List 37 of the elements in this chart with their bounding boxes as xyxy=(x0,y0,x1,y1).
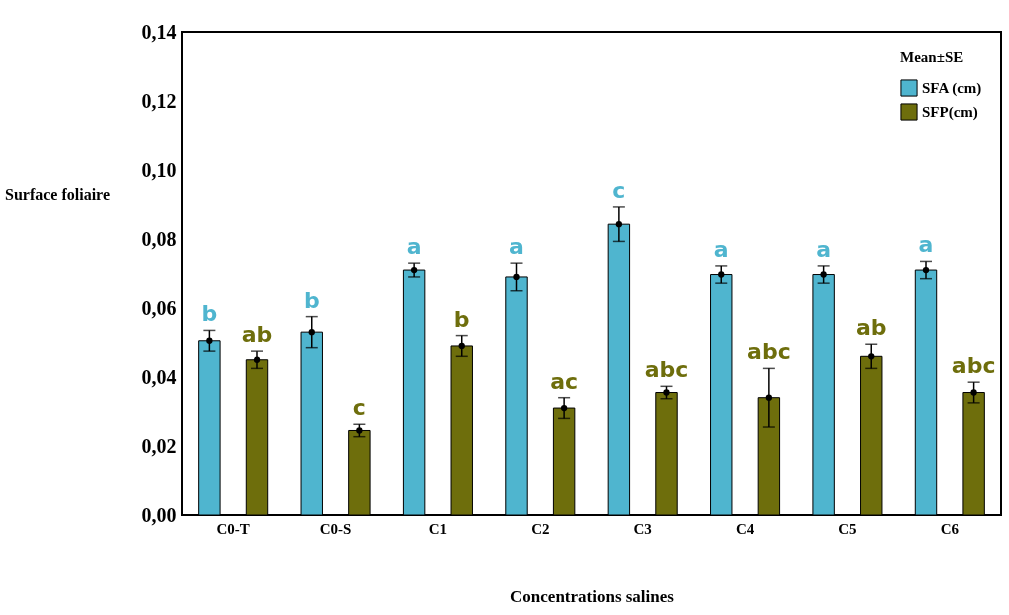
y-tick-label: 0,02 xyxy=(141,434,177,457)
data-label: a xyxy=(713,236,729,262)
data-label: c xyxy=(352,395,366,421)
x-tick-label: C5 xyxy=(838,520,857,537)
x-axis-title: Concentrations salines xyxy=(510,586,675,606)
data-label: b xyxy=(201,301,218,327)
y-tick-label: 0,14 xyxy=(141,20,177,43)
x-tick-label: C6 xyxy=(940,520,960,537)
x-tick-label: C2 xyxy=(531,520,550,537)
x-tick-label: C3 xyxy=(633,520,652,537)
legend-title: Mean±SE xyxy=(900,49,964,65)
y-tick-label: 0,08 xyxy=(141,227,177,250)
data-label: a xyxy=(509,234,524,260)
x-tick-label: C0-S xyxy=(319,520,352,537)
x-tick-label: C1 xyxy=(428,520,448,537)
x-tick-label: C4 xyxy=(735,520,755,537)
data-label: c xyxy=(612,177,626,203)
legend-label: SFA (cm) xyxy=(922,80,982,97)
data-label: a xyxy=(406,234,422,260)
data-label: ab xyxy=(855,315,887,341)
data-label: abc xyxy=(644,357,689,383)
y-tick-label: 0,04 xyxy=(141,365,177,388)
data-label: b xyxy=(303,287,320,313)
data-label: ac xyxy=(550,368,579,394)
y-tick-label: 0,10 xyxy=(141,158,177,181)
x-tick-label: C0-T xyxy=(216,520,250,537)
data-label: abc xyxy=(747,339,791,365)
legend-label: SFP(cm) xyxy=(922,104,978,121)
data-label: a xyxy=(816,236,832,262)
data-label: abc xyxy=(951,353,996,379)
data-label: ab xyxy=(241,322,273,348)
y-tick-label: 0,12 xyxy=(141,89,177,112)
y-tick-label: 0,06 xyxy=(141,296,177,319)
y-axis-title: Surface foliaire xyxy=(4,185,111,203)
data-label: b xyxy=(453,306,470,332)
data-label: a xyxy=(918,232,934,258)
y-tick-label: 0,00 xyxy=(141,503,177,526)
